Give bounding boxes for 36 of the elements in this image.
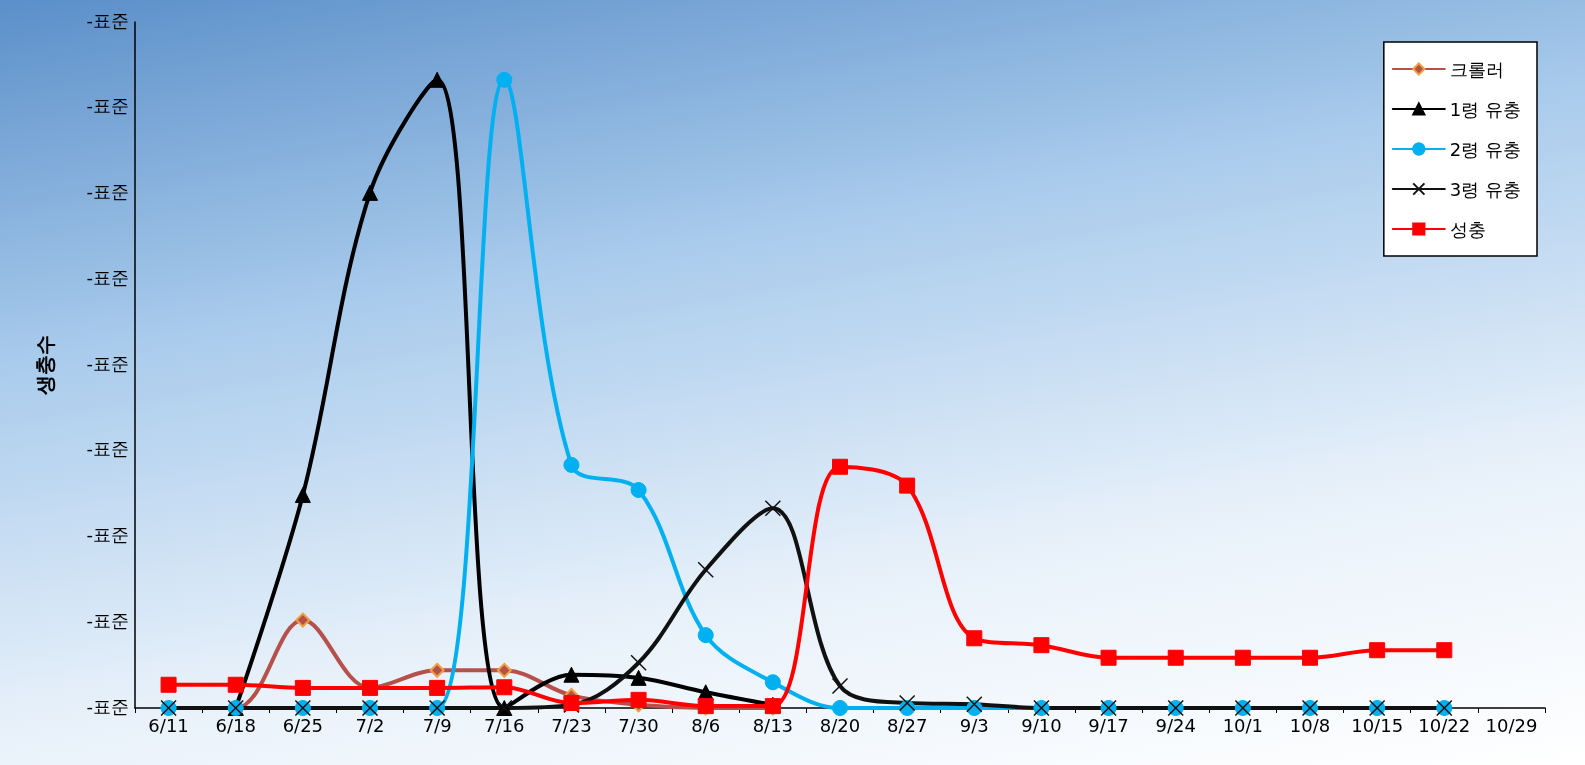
- text: -표준: [86, 266, 129, 288]
- text: -표준: [86, 95, 129, 117]
- legend-label: 2령 유충: [1449, 138, 1522, 160]
- text: -표준: [86, 181, 129, 202]
- x-tick-label: 10/8: [1289, 714, 1331, 736]
- x-tick-label: 7/16: [484, 714, 525, 736]
- x-tick-label: 8/20: [819, 714, 861, 736]
- text: -표준: [86, 609, 129, 631]
- x-tick-label: 10/22: [1418, 714, 1471, 736]
- y-axis-title: 생충수: [33, 335, 57, 396]
- legend-label: 1령 유충: [1449, 98, 1522, 120]
- x-tick-label: 10/29: [1485, 714, 1538, 736]
- x-tick-label: 7/30: [618, 714, 659, 736]
- x-tick-label: 7/9: [422, 714, 452, 736]
- x-tick-label: 9/17: [1088, 714, 1129, 736]
- x-tick-label: 7/23: [551, 714, 592, 736]
- x-tick-label: 6/25: [282, 714, 324, 736]
- text: -표준: [86, 438, 129, 460]
- x-tick-label: 10/15: [1351, 714, 1404, 736]
- text: -표준: [86, 524, 129, 545]
- x-tick-label: 6/11: [148, 714, 189, 736]
- text: -표준: [86, 352, 129, 374]
- legend-label: 3령 유충: [1449, 178, 1522, 200]
- x-tick-label: 9/24: [1155, 714, 1196, 736]
- x-tick-label: 7/2: [355, 714, 385, 736]
- text: -표준: [86, 9, 129, 31]
- x-tick-label: 9/3: [959, 714, 989, 736]
- legend-label: 크롤러: [1449, 58, 1504, 80]
- text: -표준: [86, 695, 129, 717]
- x-tick-label: 8/13: [752, 714, 794, 736]
- x-tick-label: 9/10: [1021, 714, 1062, 736]
- x-tick-label: 8/27: [886, 714, 928, 736]
- x-tick-label: 10/1: [1222, 714, 1264, 736]
- legend-label: 성충: [1449, 218, 1486, 240]
- x-tick-label: 6/18: [215, 714, 256, 736]
- x-tick-label: 8/6: [691, 714, 721, 736]
